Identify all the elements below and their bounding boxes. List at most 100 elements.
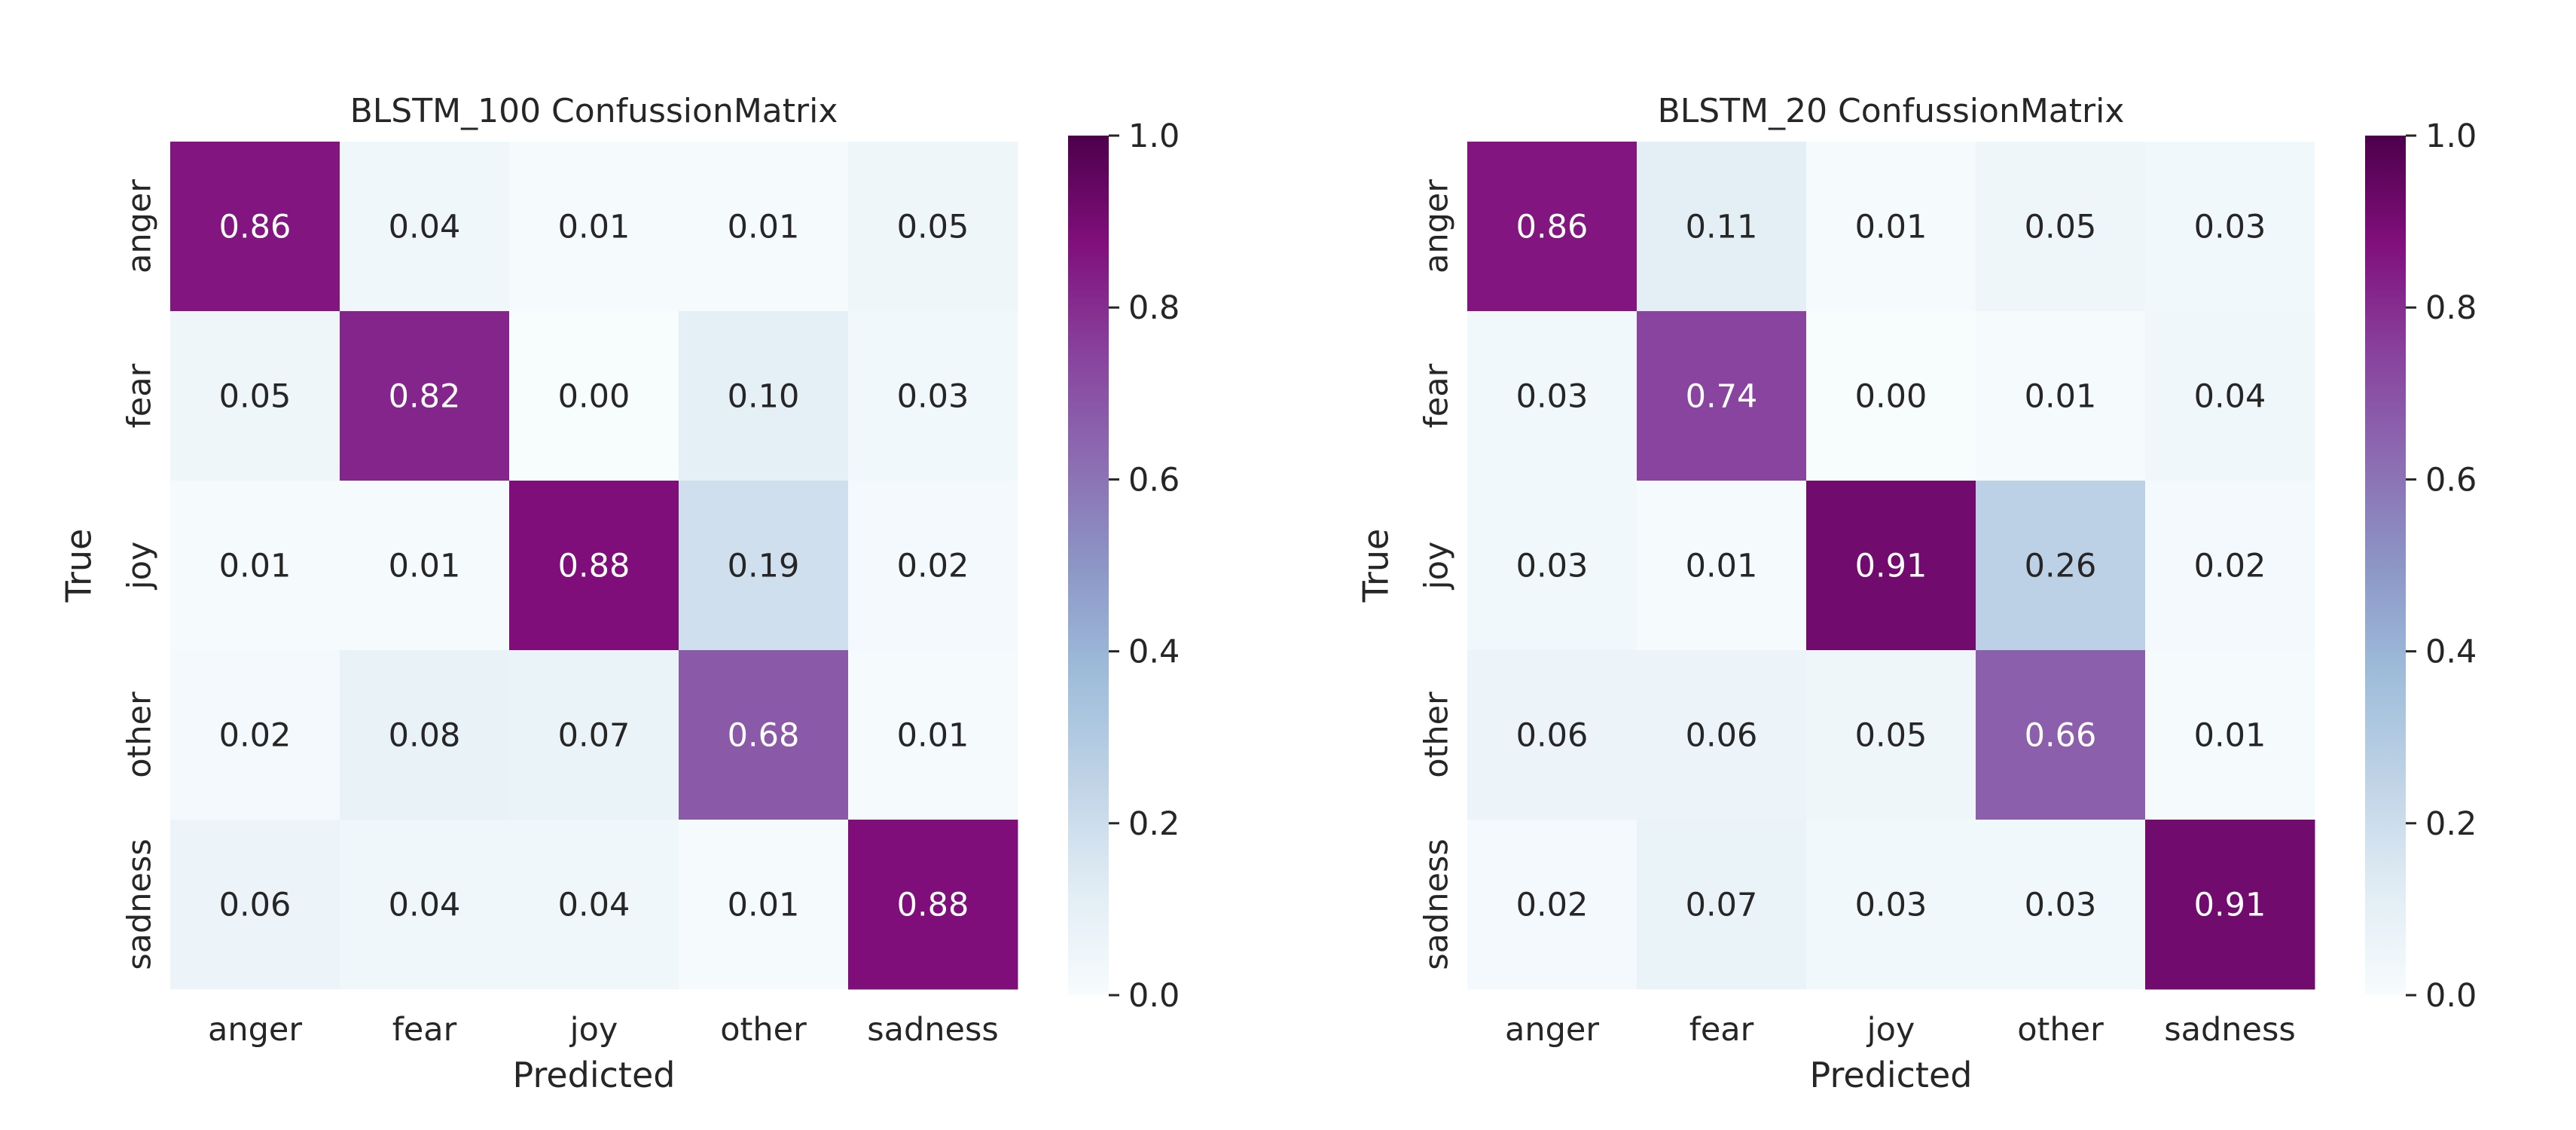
heatmap-cell-anger-sadness bbox=[2145, 142, 2315, 312]
heatmap-cell-sadness-joy bbox=[1806, 820, 1976, 990]
cell-value-label: 0.66 bbox=[2025, 717, 2097, 755]
cell-value-label: 0.91 bbox=[1855, 548, 1927, 585]
y-tick-label-fear: fear bbox=[121, 363, 159, 428]
cell-value-label: 0.01 bbox=[2194, 717, 2266, 755]
cell-value-label: 0.82 bbox=[389, 378, 461, 416]
chart-title: BLSTM_100 ConfussionMatrix bbox=[350, 92, 838, 130]
y-tick-label-fear: fear bbox=[1418, 363, 1456, 428]
heatmap-cell-other-joy bbox=[1806, 650, 1976, 820]
heatmap-cell-anger-anger bbox=[170, 142, 340, 312]
cell-value-label: 0.06 bbox=[1686, 717, 1758, 755]
heatmap-cell-joy-joy bbox=[1806, 481, 1976, 651]
heatmap-cell-anger-other bbox=[1976, 142, 2146, 312]
heatmap-cell-sadness-other bbox=[679, 820, 849, 990]
cell-value-label: 0.06 bbox=[1516, 717, 1589, 755]
cell-value-label: 0.26 bbox=[2025, 548, 2097, 585]
heatmap-cell-other-joy bbox=[509, 650, 679, 820]
cell-value-label: 0.86 bbox=[1516, 209, 1589, 246]
cell-value-label: 0.03 bbox=[2194, 209, 2266, 246]
cell-value-label: 0.03 bbox=[2025, 887, 2097, 924]
heatmap-cell-other-sadness bbox=[848, 650, 1018, 820]
cell-value-label: 0.86 bbox=[219, 209, 291, 246]
heatmap-cell-fear-other bbox=[1976, 311, 2146, 481]
heatmap-cell-joy-anger bbox=[170, 481, 340, 651]
heatmap-cell-sadness-sadness bbox=[2145, 820, 2315, 990]
cell-value-label: 0.74 bbox=[1686, 378, 1758, 416]
cell-value-label: 0.04 bbox=[389, 209, 461, 246]
cell-value-label: 0.05 bbox=[2025, 209, 2097, 246]
cell-value-label: 0.02 bbox=[219, 717, 291, 755]
heatmap-cell-anger-fear bbox=[1637, 142, 1807, 312]
cell-value-label: 0.07 bbox=[1686, 887, 1758, 924]
y-tick-label-sadness: sadness bbox=[1418, 838, 1456, 970]
cell-value-label: 0.03 bbox=[897, 378, 969, 416]
cell-value-label: 0.01 bbox=[389, 548, 461, 585]
colorbar-tick-label: 0.6 bbox=[1128, 461, 1180, 499]
colorbar-tick-label: 0.2 bbox=[2425, 805, 2477, 843]
colorbar-tick-label: 0.8 bbox=[1128, 289, 1180, 327]
x-axis-label: Predicted bbox=[513, 1055, 676, 1095]
cell-value-label: 0.01 bbox=[897, 717, 969, 755]
cell-value-label: 0.08 bbox=[389, 717, 461, 755]
cell-value-label: 0.01 bbox=[558, 209, 630, 246]
heatmap-cell-sadness-fear bbox=[340, 820, 510, 990]
heatmap-cell-anger-sadness bbox=[848, 142, 1018, 312]
heatmap-cell-fear-sadness bbox=[2145, 311, 2315, 481]
y-tick-label-joy: joy bbox=[1418, 542, 1456, 591]
cell-value-label: 0.10 bbox=[728, 378, 800, 416]
cell-value-label: 0.01 bbox=[219, 548, 291, 585]
x-tick-label-fear: fear bbox=[392, 1011, 457, 1049]
x-tick-label-joy: joy bbox=[1866, 1011, 1915, 1049]
heatmap-cell-sadness-sadness bbox=[848, 820, 1018, 990]
cell-value-label: 0.05 bbox=[219, 378, 291, 416]
cell-value-label: 0.00 bbox=[1855, 378, 1927, 416]
colorbar-tick-label: 0.4 bbox=[2425, 634, 2477, 671]
y-tick-label-joy: joy bbox=[121, 542, 159, 591]
heatmap-cell-sadness-anger bbox=[170, 820, 340, 990]
colorbar bbox=[2365, 136, 2406, 995]
heatmap-cell-other-anger bbox=[170, 650, 340, 820]
heatmap-cell-other-sadness bbox=[2145, 650, 2315, 820]
colorbar bbox=[1068, 136, 1109, 995]
y-axis-label: True bbox=[59, 529, 99, 603]
colorbar-tick-label: 0.0 bbox=[2425, 977, 2477, 1015]
heatmap-cell-joy-fear bbox=[340, 481, 510, 651]
heatmap-cell-sadness-fear bbox=[1637, 820, 1807, 990]
heatmap-panel-1: BLSTM_100 ConfussionMatrix 0.86 0.04 0.01 0.… bbox=[59, 92, 1180, 1095]
heatmap-cell-anger-fear bbox=[340, 142, 510, 312]
heatmap-cell-other-fear bbox=[340, 650, 510, 820]
cell-value-label: 0.91 bbox=[2194, 887, 2266, 924]
heatmap-cell-fear-fear bbox=[1637, 311, 1807, 481]
cell-value-label: 0.01 bbox=[1686, 548, 1758, 585]
cell-value-label: 0.88 bbox=[558, 548, 630, 585]
colorbar-tick-label: 1.0 bbox=[1128, 118, 1180, 155]
cell-value-label: 0.03 bbox=[1855, 887, 1927, 924]
heatmap-cell-anger-joy bbox=[1806, 142, 1976, 312]
cell-value-label: 0.88 bbox=[897, 887, 969, 924]
colorbar-tick-label: 0.0 bbox=[1128, 977, 1180, 1015]
x-axis-label: Predicted bbox=[1810, 1055, 1973, 1095]
heatmap-panel-2: BLSTM_20 ConfussionMatrix 0.86 0.11 0.01 0.0… bbox=[1356, 92, 2477, 1095]
cell-value-label: 0.02 bbox=[897, 548, 969, 585]
cell-value-label: 0.07 bbox=[558, 717, 630, 755]
cell-value-label: 0.03 bbox=[1516, 378, 1589, 416]
cell-value-label: 0.01 bbox=[2025, 378, 2097, 416]
x-tick-label-fear: fear bbox=[1689, 1011, 1754, 1049]
cell-value-label: 0.19 bbox=[728, 548, 800, 585]
colorbar-tick-label: 0.2 bbox=[1128, 805, 1180, 843]
cell-value-label: 0.04 bbox=[558, 887, 630, 924]
cell-value-label: 0.11 bbox=[1686, 209, 1758, 246]
cell-value-label: 0.68 bbox=[728, 717, 800, 755]
heatmap-cell-joy-anger bbox=[1467, 481, 1637, 651]
heatmap-cell-joy-sadness bbox=[2145, 481, 2315, 651]
x-tick-label-joy: joy bbox=[569, 1011, 618, 1049]
y-tick-label-anger: anger bbox=[121, 179, 159, 273]
x-tick-label-sadness: sadness bbox=[2164, 1011, 2296, 1049]
heatmap-cell-fear-fear bbox=[340, 311, 510, 481]
heatmap-cell-other-fear bbox=[1637, 650, 1807, 820]
x-tick-label-anger: anger bbox=[208, 1011, 302, 1049]
y-tick-label-other: other bbox=[1418, 692, 1456, 778]
heatmap-cell-fear-anger bbox=[170, 311, 340, 481]
cell-value-label: 0.01 bbox=[728, 209, 800, 246]
